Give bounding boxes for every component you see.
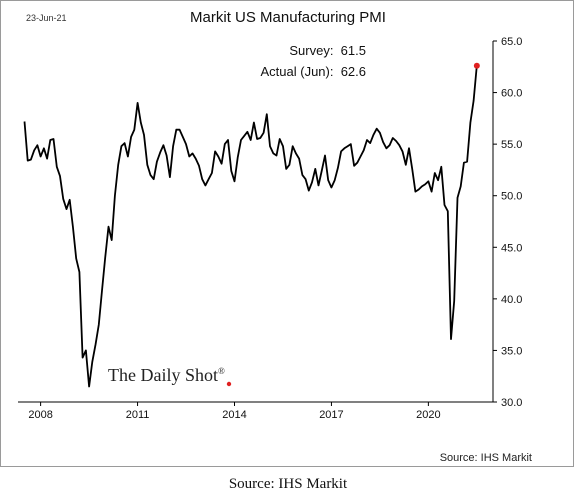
y-tick-label: 50.0 <box>501 191 522 203</box>
survey-annotation: Survey: 61.5 <box>289 43 366 58</box>
y-tick-label: 30.0 <box>501 397 522 409</box>
x-tick-label: 2011 <box>126 409 150 421</box>
x-tick-label: 2020 <box>416 409 440 421</box>
watermark-mark: ® <box>218 366 225 376</box>
x-tick-label: 2014 <box>222 409 246 421</box>
page-source: Source: IHS Markit <box>228 476 348 492</box>
y-tick-label: 55.0 <box>501 139 522 151</box>
y-tick-label: 60.0 <box>501 88 522 100</box>
chart-title: Markit US Manufacturing PMI <box>190 9 386 26</box>
chart-ticks: 30.0 35.0 40.0 45.0 50.0 55.0 60.0 65.0 2008 2011… <box>28 36 522 421</box>
chart-series <box>23 62 480 388</box>
x-tick-label: 2017 <box>319 409 343 421</box>
chart-frame <box>0 0 574 467</box>
last-point-marker <box>473 62 480 69</box>
x-tick-label: 2008 <box>28 409 52 421</box>
pmi-line <box>23 65 478 388</box>
chart-axes <box>18 41 494 403</box>
date-stamp: 23-Jun-21 <box>26 13 67 23</box>
y-tick-label: 40.0 <box>501 294 522 306</box>
y-tick-label: 35.0 <box>501 345 522 357</box>
chart-source: Source: IHS Markit <box>439 452 532 464</box>
y-tick-label: 45.0 <box>501 242 522 254</box>
chart-plot: 30.0 35.0 40.0 45.0 50.0 55.0 60.0 65.0 2008 2011… <box>18 36 522 421</box>
actual-annotation: Actual (Jun): 62.6 <box>260 64 367 79</box>
watermark-dot <box>226 381 232 387</box>
y-tick-label: 65.0 <box>501 36 522 48</box>
watermark-text: The Daily Shot <box>108 365 218 385</box>
daily-shot-watermark: The Daily Shot® <box>108 365 225 386</box>
